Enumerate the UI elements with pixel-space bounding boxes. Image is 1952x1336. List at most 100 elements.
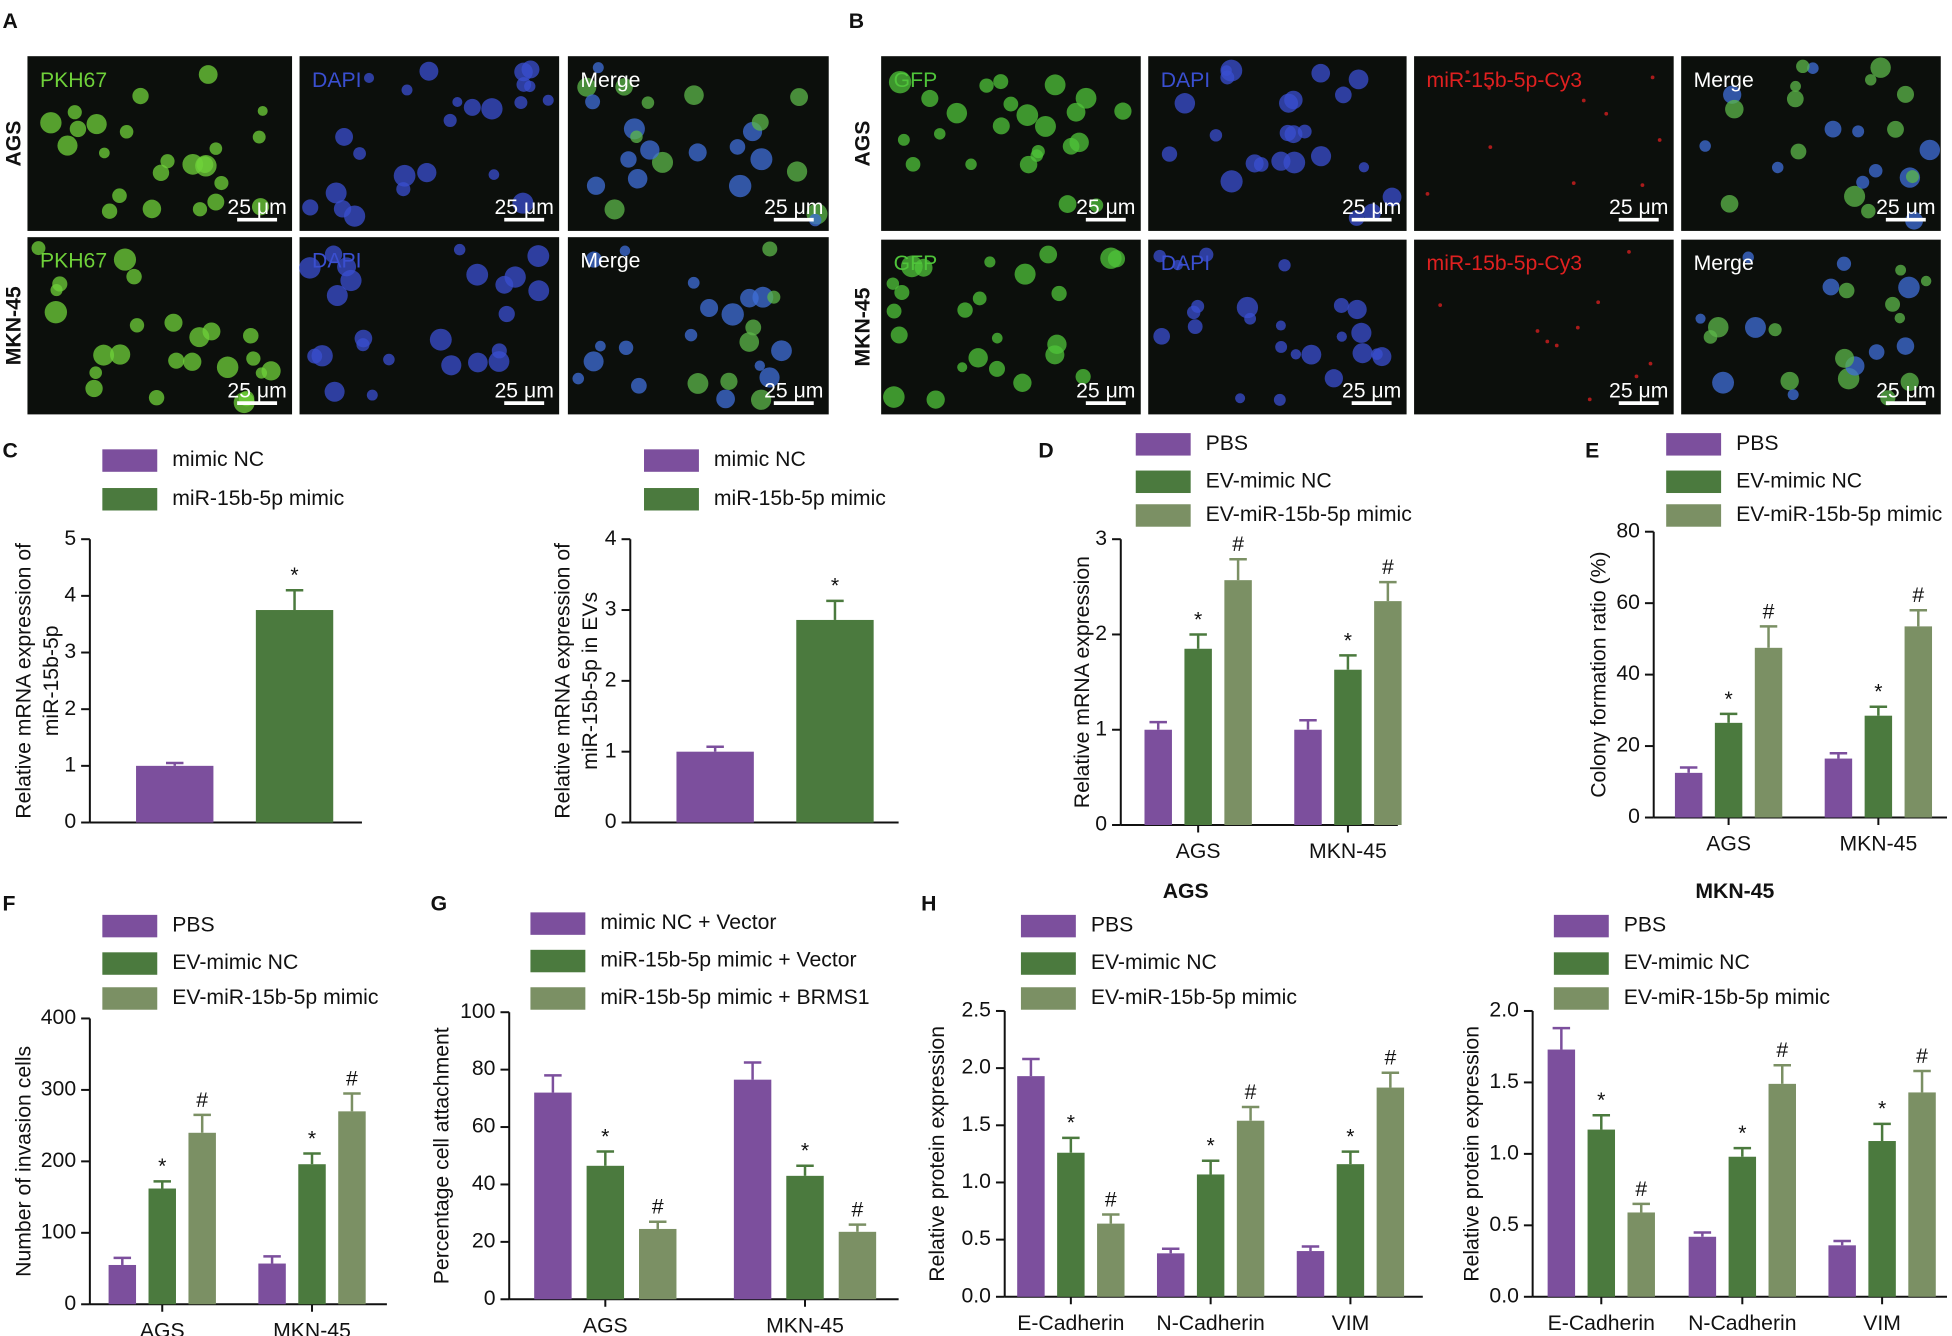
significance-marker: # (1763, 600, 1775, 623)
bar (1376, 1087, 1405, 1297)
cell (1634, 374, 1639, 379)
bar (1057, 1152, 1085, 1297)
cell (57, 135, 78, 156)
cell (1275, 320, 1286, 331)
cell (1790, 143, 1807, 160)
cell (110, 344, 131, 365)
cell (353, 147, 366, 160)
cell (466, 263, 489, 286)
cell (527, 245, 550, 267)
x-tick-label: AGS (1706, 833, 1751, 856)
y-tick-label: 0 (64, 1292, 76, 1315)
cell (1768, 323, 1782, 337)
cell (396, 182, 411, 197)
significance-marker: # (1776, 1039, 1788, 1062)
cell (69, 120, 87, 138)
y-tick-label: 0.0 (961, 1284, 990, 1307)
bar (1754, 647, 1783, 818)
legend-label: PBS (1091, 914, 1133, 937)
x-tick-label: MKN-45 (273, 1319, 351, 1336)
y-tick-label: 2.5 (961, 999, 990, 1022)
cell (1868, 163, 1883, 178)
y-tick-label: 0 (1095, 813, 1107, 836)
cell (946, 102, 968, 124)
cell (528, 280, 550, 302)
cell (1771, 161, 1784, 174)
cell (1172, 259, 1183, 271)
bar (1768, 1083, 1796, 1297)
cell (1311, 63, 1331, 83)
cell (1571, 181, 1576, 186)
cell (572, 372, 585, 385)
cell (429, 328, 452, 351)
significance-marker: * (1194, 608, 1202, 631)
y-axis-label: Relative protein expression (1460, 1026, 1483, 1282)
bar (1547, 1049, 1576, 1297)
cell (1807, 62, 1819, 75)
significance-marker: # (196, 1089, 208, 1112)
cell (182, 153, 204, 175)
bar (1864, 715, 1893, 818)
cell (1824, 120, 1842, 138)
cell (443, 113, 457, 127)
cell (89, 366, 102, 379)
scale-bar-label: 25 μm (227, 196, 286, 219)
cell (67, 105, 82, 120)
cell (1051, 285, 1067, 302)
y-tick-label: 1.5 (1489, 1070, 1518, 1093)
cell (1003, 96, 1019, 112)
cell (1868, 344, 1885, 360)
legend-label: PBS (1206, 432, 1248, 455)
cell (192, 202, 208, 217)
bar (1904, 626, 1933, 818)
significance-marker: # (1232, 533, 1244, 556)
cell (1044, 74, 1066, 96)
cell (1627, 249, 1631, 254)
cell (1744, 316, 1766, 338)
bar (838, 1231, 877, 1300)
cell (1919, 139, 1941, 161)
cell (651, 151, 674, 173)
legend-label: mimic NC (714, 448, 806, 471)
panel-letter: D (1038, 439, 1053, 462)
legend-label: PBS (172, 914, 214, 937)
cell (615, 78, 633, 96)
cell (1835, 348, 1855, 368)
cell (1742, 251, 1754, 263)
cell (251, 198, 270, 216)
cell (750, 148, 773, 171)
cell (720, 372, 738, 390)
scale-bar-label: 25 μm (1876, 380, 1935, 403)
channel-label: PKH67 (40, 69, 107, 92)
cell (1712, 371, 1735, 394)
y-tick-label: 80 (1616, 519, 1640, 542)
y-axis-label: Relative mRNA expression of (13, 543, 36, 819)
legend-label: miR-15b-5p mimic + BRMS1 (600, 986, 869, 1009)
cell (1822, 278, 1840, 296)
significance-marker: # (652, 1196, 664, 1219)
bar (676, 751, 754, 823)
y-tick-label: 60 (472, 1115, 496, 1138)
cell (926, 390, 945, 409)
bar (258, 1263, 286, 1305)
cell (243, 327, 259, 344)
y-tick-label: 300 (41, 1078, 76, 1101)
cell (894, 284, 910, 300)
cell (1535, 329, 1540, 333)
x-tick-label: MKN-45 (1839, 833, 1917, 856)
bar (534, 1092, 572, 1300)
cell (1075, 369, 1091, 385)
cell (504, 266, 526, 288)
scale-bar-label: 25 μm (764, 380, 823, 403)
y-tick-label: 40 (1616, 662, 1640, 685)
legend-label: PBS (1624, 914, 1666, 937)
significance-marker: * (1346, 1125, 1354, 1148)
legend-swatch (102, 449, 158, 472)
legend-label: EV-miR-15b-5p mimic (1091, 986, 1298, 1009)
legend-swatch (102, 987, 158, 1010)
y-axis-label: Relative mRNA expression of (552, 543, 575, 819)
cell (790, 88, 809, 106)
cell (299, 257, 321, 279)
significance-marker: # (1384, 1047, 1396, 1070)
legend-swatch (1553, 952, 1609, 975)
